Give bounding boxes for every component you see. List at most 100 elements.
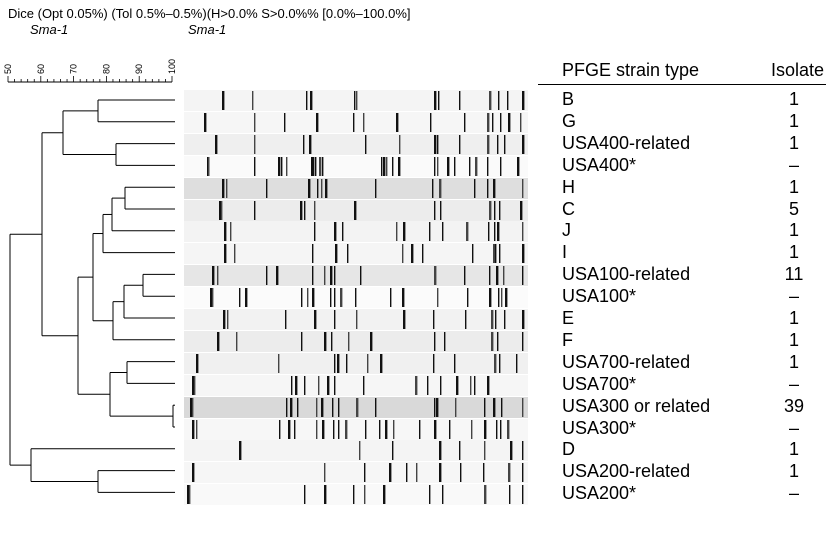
gel-band: [353, 485, 355, 505]
gel-band: [522, 244, 525, 264]
gel-band: [301, 331, 303, 351]
strain-type-cell: E: [562, 308, 575, 328]
gel-band: [510, 441, 513, 461]
gel-band: [316, 397, 318, 417]
gel-band: [316, 112, 319, 132]
isolate-count-cell: 1: [788, 308, 799, 328]
gel-band: [507, 91, 509, 110]
gel-band: [192, 463, 195, 483]
gel-band: [312, 266, 314, 286]
gel-band: [284, 112, 286, 132]
gel-band: [501, 288, 503, 308]
strain-type-cell: USA100-related: [562, 264, 691, 285]
gel-band: [517, 156, 520, 176]
gel-band: [460, 463, 462, 483]
gel-band: [456, 375, 459, 395]
gel-band: [307, 288, 309, 308]
gel-band: [333, 419, 335, 439]
table-row: USA300* –: [538, 417, 826, 439]
gel-band: [315, 156, 317, 176]
gel-band: [415, 375, 418, 395]
strain-type-cell: USA100*: [562, 286, 637, 307]
gel-band: [314, 200, 316, 220]
gel-band: [487, 375, 490, 395]
gel-band: [430, 112, 432, 132]
gel-band: [278, 353, 280, 373]
gel-band: [317, 178, 319, 198]
gel-band: [383, 156, 386, 176]
strain-type-cell: J: [562, 220, 571, 241]
gel-band: [318, 375, 320, 395]
gel-band: [254, 200, 256, 220]
gel-band: [322, 419, 325, 439]
gel-band: [494, 200, 496, 220]
strain-type-cell: USA400*: [562, 154, 637, 175]
gel-band: [487, 112, 490, 132]
strain-type-cell: USA200-related: [562, 461, 691, 482]
scale-tick-label: 50: [3, 64, 13, 74]
gel-band: [493, 244, 496, 264]
gel-band: [337, 353, 340, 373]
scale-tick-label: 80: [101, 64, 111, 74]
scale-tick-label: 70: [69, 64, 79, 74]
gel-band: [335, 244, 338, 264]
gel-band: [304, 485, 306, 505]
gel-band: [304, 375, 306, 395]
gel-band: [522, 266, 524, 286]
gel-band: [427, 375, 429, 395]
gel-band: [288, 419, 291, 439]
gel-lane: [184, 90, 528, 111]
gel-band: [497, 134, 499, 154]
gel-band: [334, 375, 336, 395]
gel-band: [434, 266, 437, 286]
gel-band: [353, 112, 355, 132]
gel-band: [230, 222, 232, 242]
gel-band: [498, 288, 500, 308]
gel-band: [474, 375, 476, 395]
gel-band: [411, 244, 414, 264]
gel-band: [444, 331, 446, 351]
gel-band: [187, 485, 190, 505]
gel-band: [380, 353, 383, 373]
gel-band: [496, 266, 499, 286]
gel-band: [522, 134, 525, 154]
gel-band: [493, 178, 496, 198]
gel-band: [464, 112, 466, 132]
gel-band: [403, 222, 406, 242]
gel-band: [503, 266, 505, 286]
gel-band: [227, 310, 229, 329]
gel-band: [324, 266, 326, 286]
gel-band: [494, 353, 497, 373]
gel-band: [522, 178, 524, 198]
gel-band: [363, 375, 365, 395]
gel-band: [508, 112, 511, 132]
gel-band: [252, 91, 254, 110]
gel-band: [295, 375, 298, 395]
gel-band: [504, 310, 506, 329]
gel-band: [433, 353, 435, 373]
gel-band: [422, 244, 424, 264]
gel-band: [396, 222, 398, 242]
gel-band: [454, 353, 456, 373]
strain-type-cell: USA200*: [562, 483, 637, 504]
column-header-isolate: Isolate: [770, 60, 824, 80]
gel-band: [223, 310, 226, 329]
isolate-count-cell: –: [788, 417, 799, 438]
gel-band: [208, 156, 210, 176]
isolate-count-cell: 11: [784, 264, 804, 285]
gel-band: [347, 244, 349, 264]
gel-band: [309, 134, 312, 154]
gel-band: [190, 397, 193, 417]
gel-band: [266, 178, 268, 198]
gel-lane: [184, 199, 528, 221]
gel-band: [331, 331, 333, 351]
enzyme-label-gel: Sma-1: [188, 22, 227, 37]
gel-band: [338, 397, 340, 417]
gel-band: [324, 463, 326, 483]
gel-band: [334, 310, 336, 329]
gel-band: [354, 200, 357, 220]
